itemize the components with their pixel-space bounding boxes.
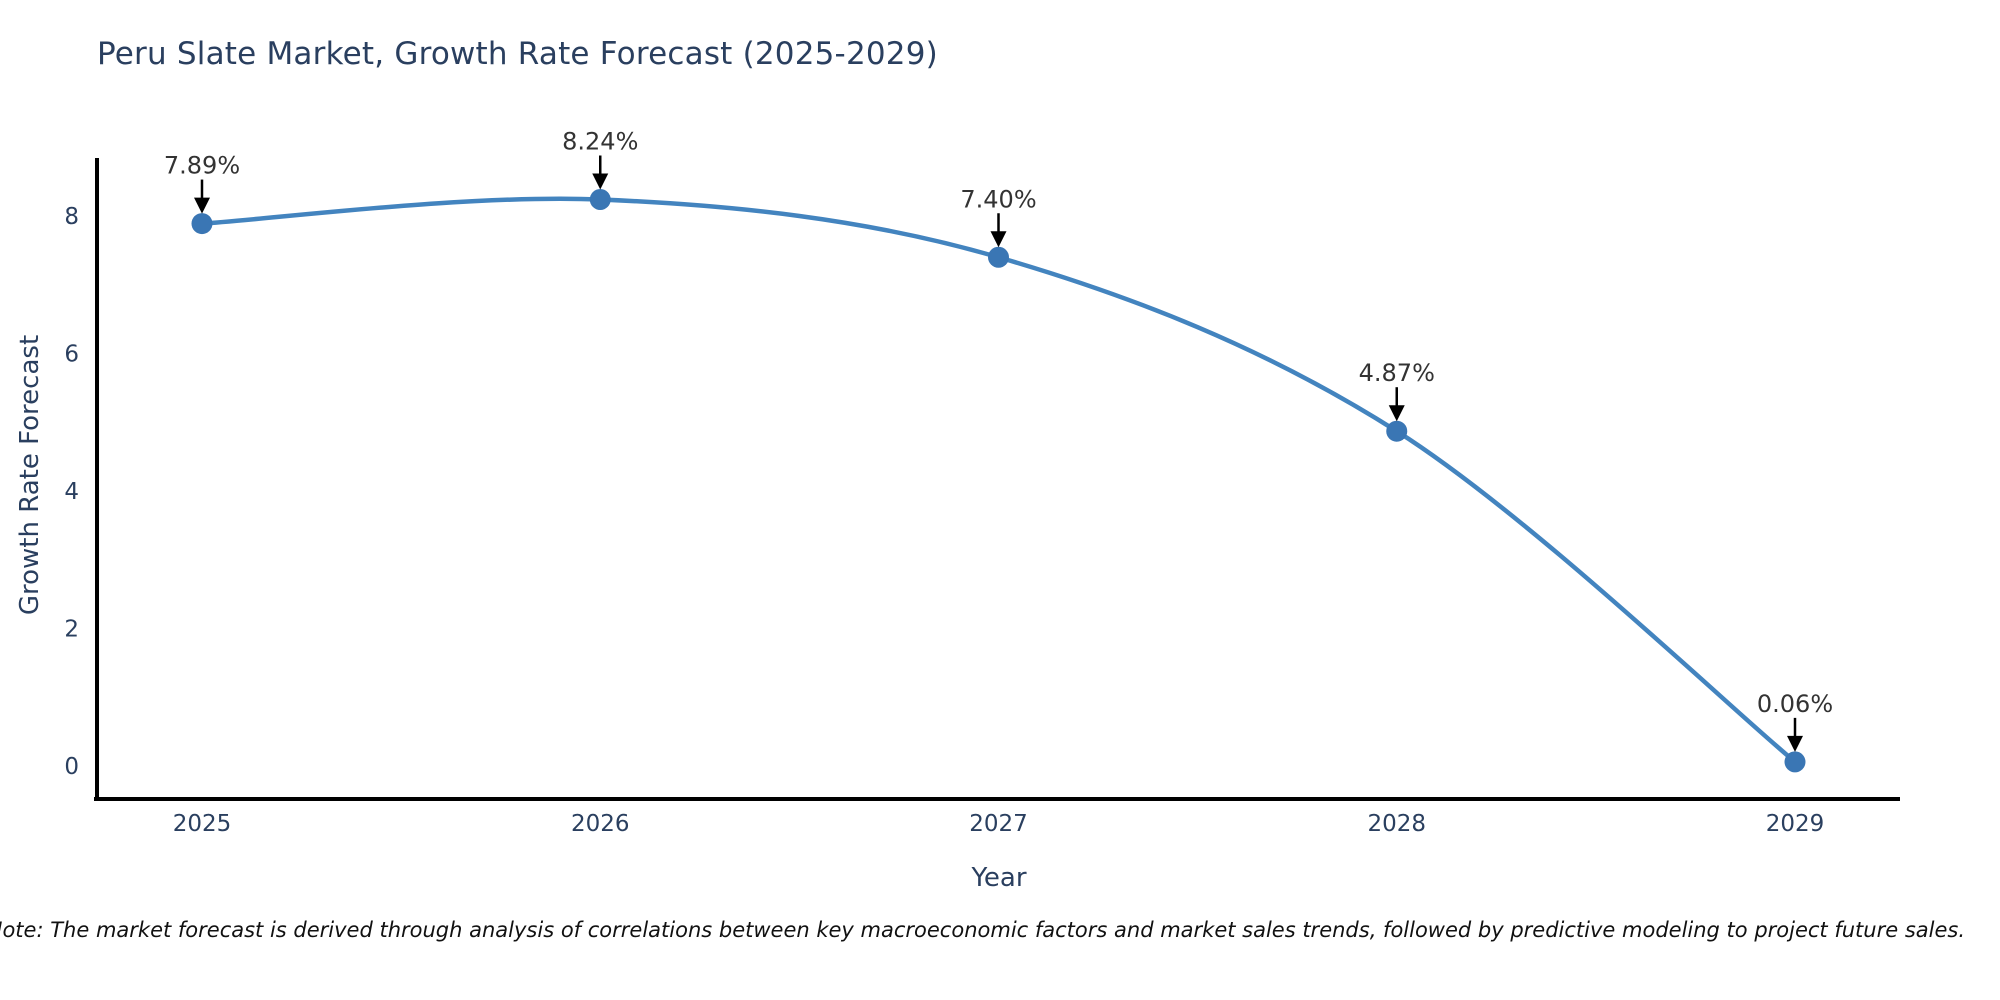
annotation-arrowhead (194, 197, 210, 214)
annotation-arrowhead (592, 173, 609, 190)
x-tick-label: 2028 (1367, 811, 1426, 837)
y-tick-label: 8 (64, 204, 79, 230)
forecast-line-path (199, 196, 1798, 765)
data-point-marker (1784, 751, 1806, 773)
data-point-markers (191, 189, 1806, 773)
y-axis-tick-labels: 0 2 4 6 8 (64, 204, 79, 780)
annotation-arrowhead (1787, 735, 1803, 752)
data-point-marker (191, 213, 213, 235)
data-point-annotations: 7.89% 8.24% 7.40% 4.87% 0.06% (164, 128, 1833, 752)
y-tick-label: 0 (64, 754, 79, 780)
x-axis-title: Year (971, 863, 1027, 893)
forecast-line-series (199, 196, 1798, 765)
y-axis-title: Growth Rate Forecast (15, 334, 45, 616)
x-tick-label: 2027 (969, 811, 1028, 837)
data-point-label: 8.24% (562, 128, 638, 156)
x-tick-label: 2029 (1766, 811, 1825, 837)
axis-spines (94, 158, 1900, 801)
annotation-arrowhead (1388, 405, 1405, 422)
data-point-marker (1386, 420, 1408, 442)
data-point-marker (988, 246, 1009, 268)
y-tick-label: 4 (64, 479, 79, 505)
y-tick-label: 6 (64, 342, 79, 368)
data-point-label: 7.40% (960, 185, 1036, 213)
footnote: Note: The market forecast is derived thr… (0, 918, 1965, 942)
y-tick-label: 2 (64, 617, 79, 643)
x-axis-tick-labels: 2025 2026 2027 2028 2029 (173, 811, 1825, 837)
data-point-label: 7.89% (164, 152, 240, 180)
x-tick-label: 2026 (571, 811, 630, 837)
data-point-label: 4.87% (1359, 359, 1435, 387)
data-point-marker (589, 189, 611, 210)
x-tick-label: 2025 (173, 811, 232, 837)
data-point-label: 0.06% (1757, 690, 1833, 718)
annotation-arrowhead (990, 231, 1007, 248)
chart-title: Peru Slate Market, Growth Rate Forecast … (97, 36, 938, 72)
